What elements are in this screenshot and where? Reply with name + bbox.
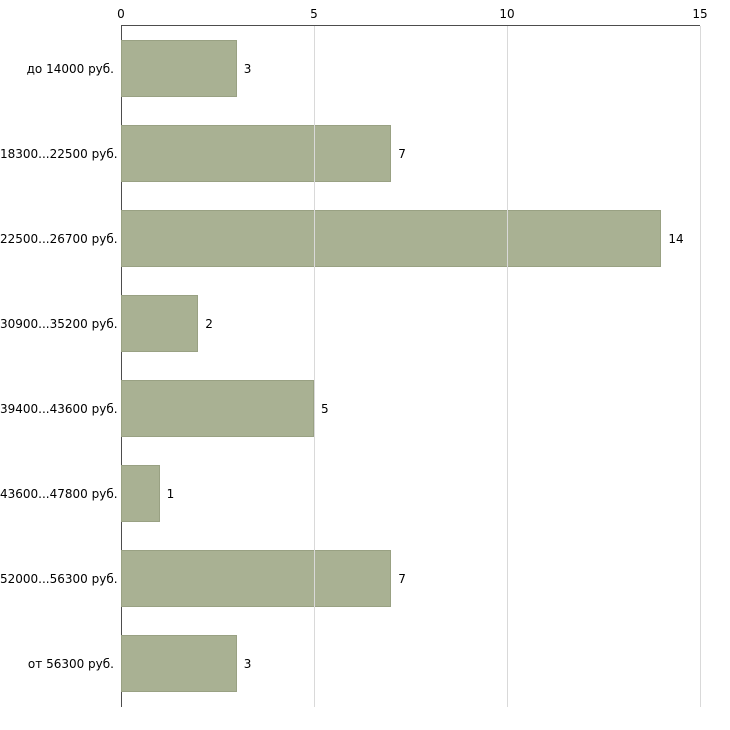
bar-track: 14 (121, 210, 700, 267)
value-label: 5 (321, 401, 329, 416)
bar-track: 2 (121, 295, 700, 352)
bar (121, 380, 314, 437)
value-label: 7 (398, 146, 406, 161)
category-label: 43600...47800 руб. (0, 486, 118, 501)
bar-row: 43600...47800 руб. 1 (0, 451, 700, 536)
value-label: 7 (398, 571, 406, 586)
bar-rows: до 14000 руб. 3 18300...22500 руб. 7 22500..… (0, 26, 700, 706)
bar-row: 22500...26700 руб. 14 (0, 196, 700, 281)
gridline (700, 26, 701, 707)
bar (121, 635, 237, 692)
x-tick-label: 10 (499, 7, 515, 21)
bar-row: от 56300 руб. 3 (0, 621, 700, 706)
x-tick-label: 15 (692, 7, 708, 21)
bar (121, 295, 199, 352)
value-label: 1 (166, 486, 175, 501)
category-label: 39400...43600 руб. (0, 401, 118, 416)
gridline (314, 26, 315, 707)
bar-row: 18300...22500 руб. 7 (0, 111, 700, 196)
bar-track: 3 (121, 40, 700, 97)
bar (121, 465, 160, 522)
value-label: 2 (205, 316, 213, 331)
category-label: 22500...26700 руб. (0, 231, 118, 246)
bar-track: 1 (121, 465, 700, 522)
y-axis-line (121, 25, 122, 707)
bar-track: 7 (121, 125, 700, 182)
bar-row: 30900...35200 руб. 2 (0, 281, 700, 366)
bar-row: 39400...43600 руб. 5 (0, 366, 700, 451)
bar-track: 5 (121, 380, 700, 437)
category-label: 30900...35200 руб. (0, 316, 118, 331)
x-tick-label: 0 (117, 7, 125, 21)
value-label: 3 (243, 656, 252, 671)
category-label: 52000...56300 руб. (0, 571, 118, 586)
x-axis-line (121, 25, 700, 26)
bar (121, 125, 392, 182)
category-label: 18300...22500 руб. (0, 146, 118, 161)
gridline (507, 26, 508, 707)
value-label: 3 (243, 61, 252, 76)
bar (121, 210, 662, 267)
category-label: до 14000 руб. (26, 61, 114, 76)
x-tick-label: 5 (310, 7, 318, 21)
bar (121, 550, 392, 607)
value-label: 14 (668, 231, 684, 246)
bar (121, 40, 237, 97)
bar-track: 3 (121, 635, 700, 692)
category-label: от 56300 руб. (27, 656, 114, 671)
bar-track: 7 (121, 550, 700, 607)
bar-row: 52000...56300 руб. 7 (0, 536, 700, 621)
bar-row: до 14000 руб. 3 (0, 26, 700, 111)
